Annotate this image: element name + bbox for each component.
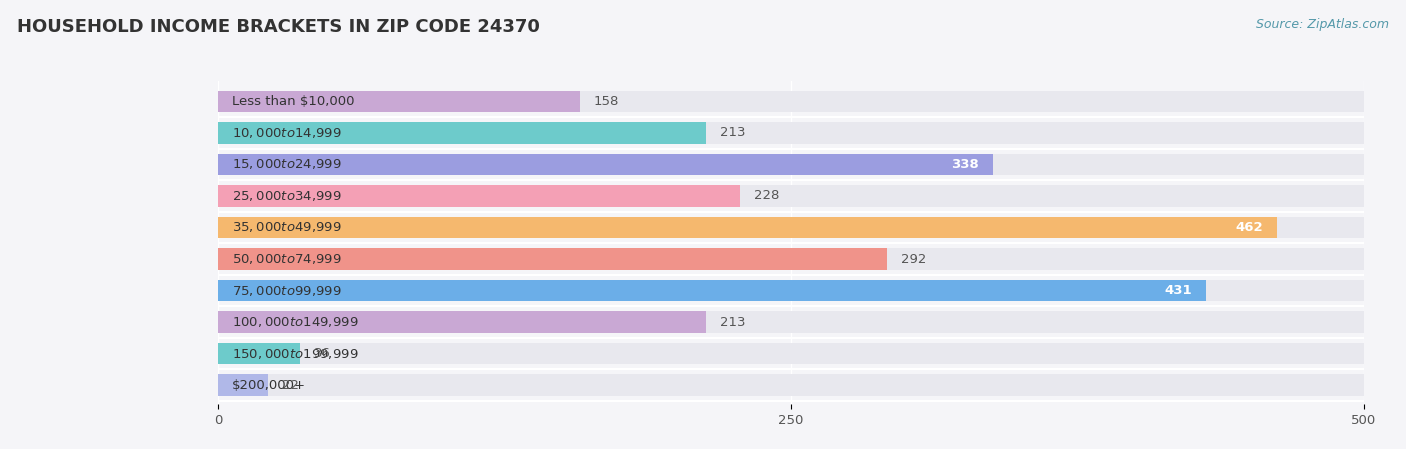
Text: $75,000 to $99,999: $75,000 to $99,999: [232, 284, 342, 298]
Text: 158: 158: [593, 95, 619, 108]
Text: 213: 213: [720, 126, 745, 139]
Text: $25,000 to $34,999: $25,000 to $34,999: [232, 189, 342, 203]
Bar: [218, 280, 1364, 301]
Text: $150,000 to $199,999: $150,000 to $199,999: [232, 347, 359, 361]
Text: 338: 338: [950, 158, 979, 171]
Text: Source: ZipAtlas.com: Source: ZipAtlas.com: [1256, 18, 1389, 31]
Text: 462: 462: [1236, 221, 1263, 234]
Bar: [218, 154, 1364, 175]
Bar: [218, 217, 1364, 238]
Bar: [218, 122, 706, 144]
Text: $15,000 to $24,999: $15,000 to $24,999: [232, 158, 342, 172]
Bar: [218, 343, 1364, 364]
Text: Less than $10,000: Less than $10,000: [232, 95, 354, 108]
Bar: [218, 311, 1364, 333]
Text: $10,000 to $14,999: $10,000 to $14,999: [232, 126, 342, 140]
Bar: [218, 248, 1364, 270]
Bar: [218, 374, 269, 396]
Bar: [218, 122, 1364, 144]
Bar: [218, 91, 581, 112]
Text: 228: 228: [754, 189, 779, 202]
Text: 36: 36: [314, 347, 330, 360]
Bar: [218, 311, 706, 333]
Text: $35,000 to $49,999: $35,000 to $49,999: [232, 220, 342, 234]
Text: 22: 22: [283, 379, 299, 392]
Bar: [218, 374, 1364, 396]
Text: $50,000 to $74,999: $50,000 to $74,999: [232, 252, 342, 266]
Bar: [218, 248, 887, 270]
Text: $100,000 to $149,999: $100,000 to $149,999: [232, 315, 359, 329]
Text: 431: 431: [1164, 284, 1192, 297]
Bar: [218, 217, 1277, 238]
Bar: [218, 280, 1206, 301]
Bar: [218, 185, 1364, 207]
Text: $200,000+: $200,000+: [232, 379, 305, 392]
Bar: [218, 91, 1364, 112]
Text: HOUSEHOLD INCOME BRACKETS IN ZIP CODE 24370: HOUSEHOLD INCOME BRACKETS IN ZIP CODE 24…: [17, 18, 540, 36]
Bar: [218, 343, 301, 364]
Text: 213: 213: [720, 316, 745, 329]
Text: 292: 292: [901, 252, 927, 265]
Bar: [218, 154, 993, 175]
Bar: [218, 185, 741, 207]
